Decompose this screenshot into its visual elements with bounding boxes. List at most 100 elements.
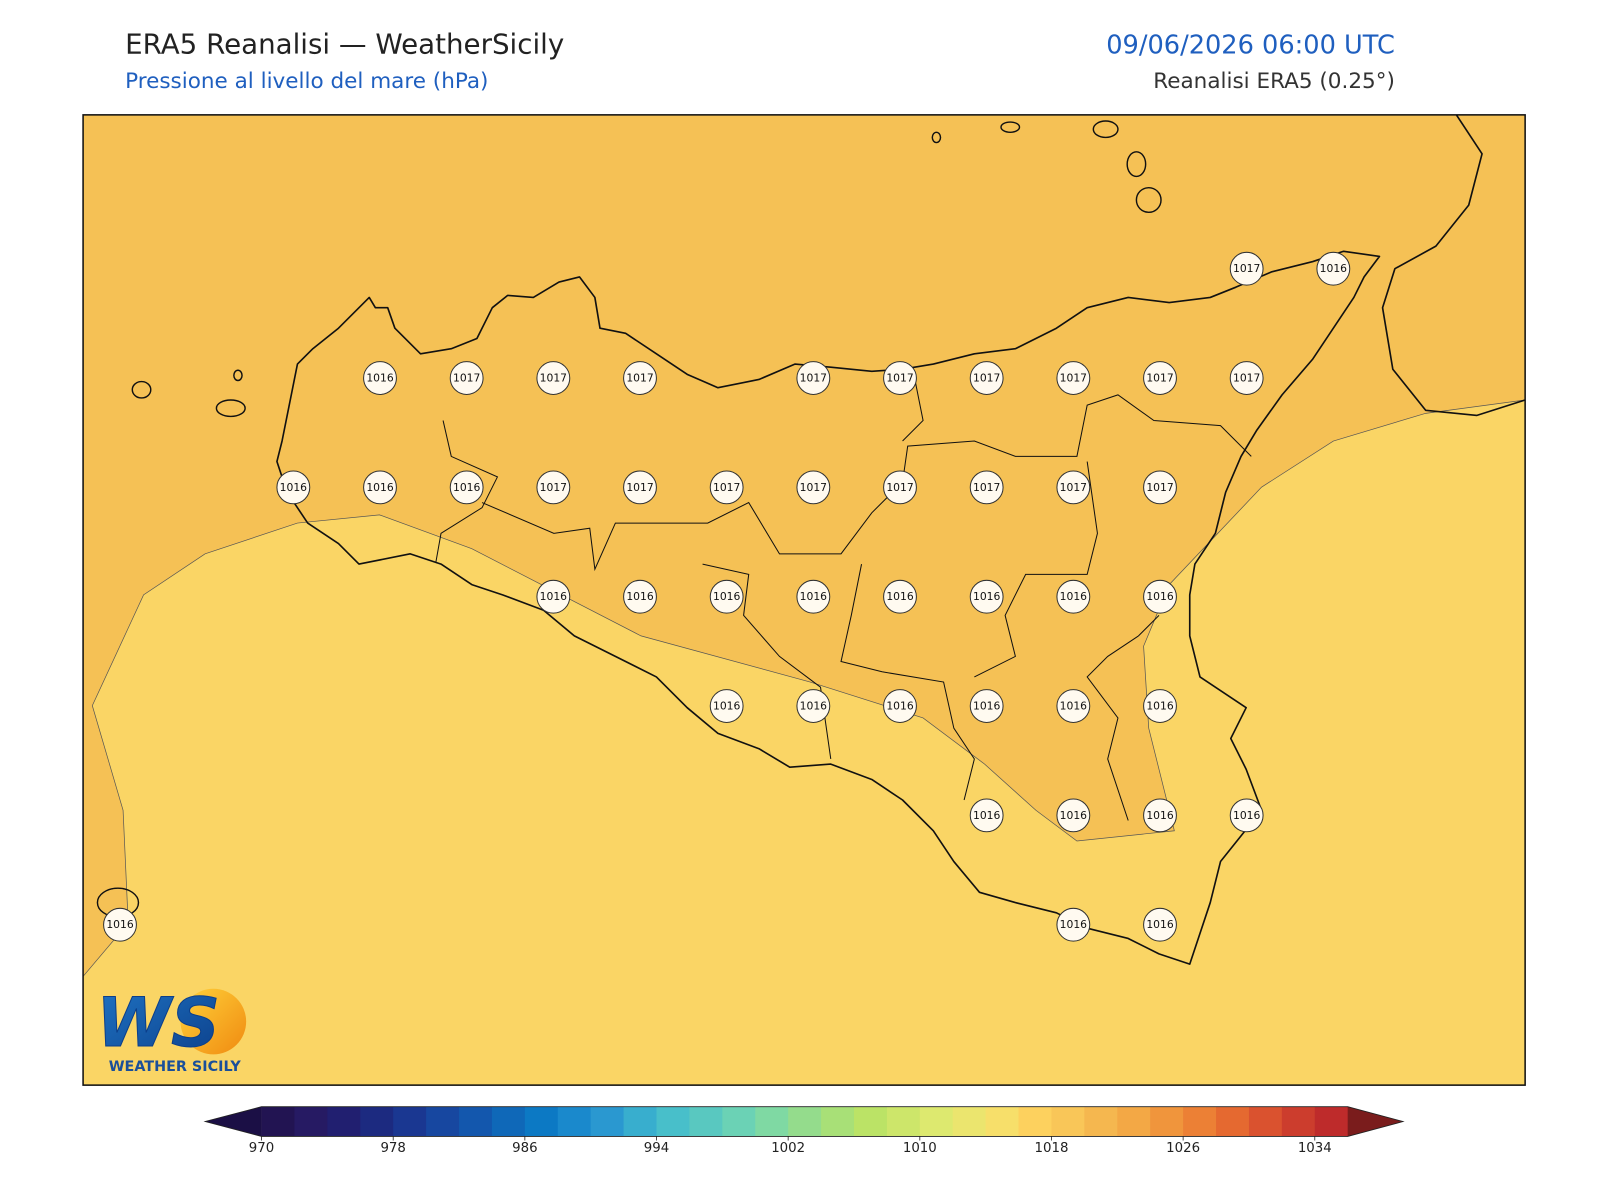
station: 1016 <box>103 907 137 942</box>
colorbar-swatch <box>1084 1106 1118 1137</box>
station-marker <box>883 470 917 505</box>
station: 1016 <box>1143 579 1177 614</box>
station-marker <box>363 361 397 395</box>
station-label: 1017 <box>1060 481 1087 494</box>
colorbar-outline <box>203 1106 1405 1137</box>
colorbar-swatch <box>590 1106 625 1137</box>
colorbar-swatch <box>261 1106 295 1137</box>
station-marker <box>1316 251 1351 286</box>
source: Reanalisi ERA5 (0.25°) <box>1153 69 1395 94</box>
station-label: 1016 <box>886 590 914 603</box>
station-marker <box>796 579 831 614</box>
station-label: 1016 <box>626 590 654 603</box>
station-marker <box>1229 251 1264 286</box>
station: 1016 <box>969 579 1004 614</box>
station-label: 1017 <box>1233 262 1260 275</box>
colorbar-over <box>1347 1106 1404 1137</box>
colorbar-swatch <box>656 1106 690 1137</box>
station-label: 1016 <box>1060 700 1088 713</box>
colorbar-swatch <box>623 1106 658 1137</box>
colorbar-tick-label: 994 <box>644 1141 669 1156</box>
station-label: 1016 <box>973 809 1001 822</box>
station-marker <box>1056 470 1091 505</box>
colorbar-swatch <box>952 1106 987 1137</box>
station-label: 1017 <box>713 481 740 494</box>
logo-sun <box>180 988 247 1055</box>
station: 1016 <box>1229 798 1264 833</box>
station: 1016 <box>1056 689 1091 723</box>
station-marker <box>536 470 571 505</box>
station-label: 1016 <box>713 700 741 713</box>
station-label: 1016 <box>1146 918 1174 931</box>
station: 1016 <box>1143 689 1177 723</box>
colorbar-swatch <box>524 1106 559 1137</box>
station-marker <box>969 798 1004 833</box>
station: 1016 <box>796 579 831 614</box>
station: 1016 <box>623 579 657 614</box>
datetime: 09/06/2026 06:00 UTC <box>1106 30 1395 60</box>
station: 1017 <box>883 470 917 505</box>
colorbar-tick-label: 978 <box>380 1141 405 1156</box>
station: 1016 <box>709 689 744 723</box>
colorbar-swatch <box>327 1106 361 1137</box>
colorbar-swatch <box>1051 1106 1085 1137</box>
station: 1016 <box>363 361 397 395</box>
station-marker <box>969 361 1004 395</box>
station-label: 1016 <box>366 481 394 494</box>
colorbar-swatch <box>459 1106 493 1137</box>
station-label: 1017 <box>626 372 653 385</box>
map-frame <box>82 114 1526 1086</box>
station-label: 1016 <box>366 372 394 385</box>
station-label: 1017 <box>626 481 653 494</box>
colorbar-swatch <box>1117 1106 1151 1137</box>
map: 1017 1016 1016 1017 1017 1017 1017 1017 1017 1017… <box>83 114 1526 1086</box>
station-label: 1017 <box>540 372 567 385</box>
station-label: 1017 <box>973 372 1000 385</box>
colorbar-swatch <box>722 1106 756 1137</box>
station-marker <box>623 579 657 614</box>
colorbar-swatch <box>886 1106 921 1137</box>
station: 1016 <box>883 579 917 614</box>
colorbar-swatch <box>1183 1106 1217 1137</box>
station-label: 1017 <box>800 372 827 385</box>
station: 1016 <box>709 579 744 614</box>
station: 1017 <box>623 470 657 505</box>
station: 1017 <box>623 361 657 395</box>
colorbar-swatch <box>1281 1106 1316 1137</box>
station-marker <box>1143 579 1177 614</box>
station-marker <box>1143 907 1177 942</box>
station: 1017 <box>1143 470 1177 505</box>
station-label: 1016 <box>800 590 828 603</box>
station-marker <box>1143 470 1177 505</box>
colorbar-swatch <box>1248 1106 1283 1137</box>
station-label: 1016 <box>1146 809 1174 822</box>
station-label: 1016 <box>106 918 134 931</box>
station-marker <box>709 579 744 614</box>
station-label: 1016 <box>713 590 741 603</box>
station-label: 1016 <box>886 700 914 713</box>
station: 1017 <box>1229 361 1264 395</box>
colorbar-swatch <box>1150 1106 1184 1137</box>
logo-name: WEATHER SICILY <box>109 1059 242 1075</box>
station-label: 1017 <box>540 481 567 494</box>
colorbar-tick-label: 1010 <box>903 1141 937 1156</box>
station-label: 1017 <box>1233 372 1260 385</box>
station-marker <box>1056 689 1091 723</box>
title: ERA5 Reanalisi — WeatherSicily <box>125 27 564 60</box>
colorbar-swatch <box>1216 1106 1250 1137</box>
station: 1016 <box>363 470 397 505</box>
colorbar-swatch <box>755 1106 789 1137</box>
colorbar-swatch <box>294 1106 328 1137</box>
station-marker <box>796 361 831 395</box>
colorbar-swatch <box>1314 1106 1349 1137</box>
station-marker <box>363 470 397 505</box>
logo: WS WEATHER SICILY <box>96 983 247 1075</box>
station-marker <box>1229 361 1264 395</box>
station-marker <box>1056 907 1091 942</box>
logo-mark: WS <box>96 983 219 1062</box>
station-label: 1016 <box>1146 590 1174 603</box>
colorbar-swatch <box>491 1106 526 1137</box>
station: 1016 <box>1056 798 1091 833</box>
station-marker <box>623 470 657 505</box>
